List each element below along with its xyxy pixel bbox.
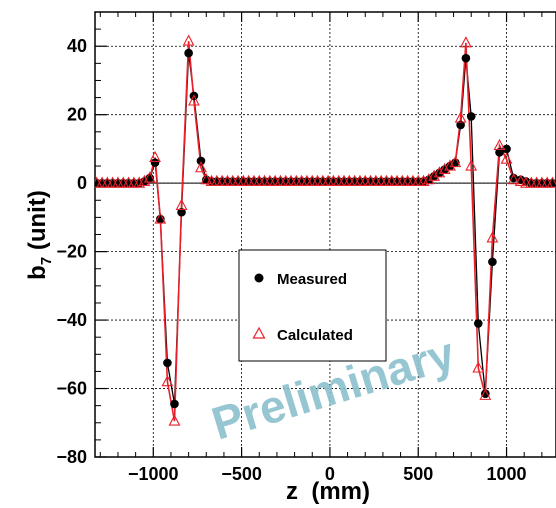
calculated-point	[143, 171, 156, 183]
x-tick-label: 500	[403, 464, 433, 484]
y-tick-label: −80	[56, 447, 87, 467]
y-tick-labels: −80 −60 −40 −20 0 20 40	[56, 36, 87, 467]
x-tick-label: −500	[221, 464, 262, 484]
calculated-point	[460, 36, 472, 48]
y-axis-title-main: b	[24, 265, 51, 280]
calculated-point	[149, 150, 161, 163]
measured-point	[502, 144, 511, 154]
measured-point	[456, 120, 465, 130]
legend-measured-label: Measured	[277, 271, 347, 288]
measured-point	[184, 48, 193, 58]
calculated-point	[479, 388, 492, 400]
x-axis-title: z (mm)	[286, 478, 370, 505]
x-tick-label: 0	[325, 464, 335, 484]
y-tick-label: 20	[67, 105, 87, 125]
y-tick-label: 0	[77, 173, 87, 193]
legend-box	[238, 249, 387, 362]
calculated-point	[438, 162, 451, 175]
y-tick-label: −20	[56, 242, 87, 262]
measured-point	[461, 53, 471, 63]
calculated-point	[486, 231, 499, 243]
y-axis-title-unit: (unit)	[24, 190, 51, 257]
calculated-point	[546, 176, 556, 188]
calculated-point	[500, 152, 513, 164]
calculated-point	[449, 155, 462, 168]
measured-point	[150, 158, 160, 167]
calculated-point	[200, 173, 213, 185]
calculated-point	[154, 212, 167, 224]
measured-point	[196, 156, 206, 166]
plot-frame	[94, 11, 556, 458]
calculated-point	[493, 138, 506, 151]
measured-point	[509, 173, 518, 183]
axis-ticks	[95, 11, 543, 458]
legend-calculated-marker	[252, 326, 266, 339]
y-axis-title: b7 (unit)	[24, 190, 55, 280]
calculated-point	[422, 173, 435, 185]
series-layer	[95, 34, 556, 426]
calculated-point	[175, 198, 188, 210]
x-tick-label: −1000	[128, 464, 179, 484]
calculated-point	[428, 169, 441, 181]
legend-measured-marker	[254, 273, 264, 283]
y-tick-label: −40	[56, 310, 87, 330]
legend-calculated-label: Calculated	[277, 327, 353, 344]
y-tick-label: 40	[67, 36, 87, 56]
x-tick-label: 1000	[487, 464, 527, 484]
calculated-point	[182, 34, 195, 46]
calculated-point	[507, 173, 520, 185]
measured-point	[473, 319, 483, 328]
measured-point	[170, 399, 179, 409]
calculated-point	[454, 111, 467, 123]
calculated-point	[472, 361, 485, 373]
calculated-point	[188, 94, 200, 106]
measured-point	[466, 112, 476, 121]
y-tick-label: −60	[56, 379, 87, 399]
measured-point	[488, 257, 497, 267]
calculated-point	[514, 174, 527, 186]
measured-point	[495, 148, 504, 157]
measured-point	[163, 358, 172, 368]
calculated-point	[465, 159, 478, 171]
calculated-point	[168, 414, 181, 426]
calculated-point	[138, 174, 151, 186]
measured-point	[481, 389, 490, 398]
x-tick-labels: −1000 −500 0 500 1000	[128, 464, 527, 484]
calculated-point	[444, 159, 456, 171]
calculated-point	[433, 166, 446, 178]
calculated-point	[161, 375, 174, 387]
legend: Measured Calculated	[238, 249, 387, 362]
measured-point	[177, 207, 186, 217]
calculated-point	[195, 161, 207, 173]
y-axis-title-subscript: 7	[38, 257, 55, 265]
